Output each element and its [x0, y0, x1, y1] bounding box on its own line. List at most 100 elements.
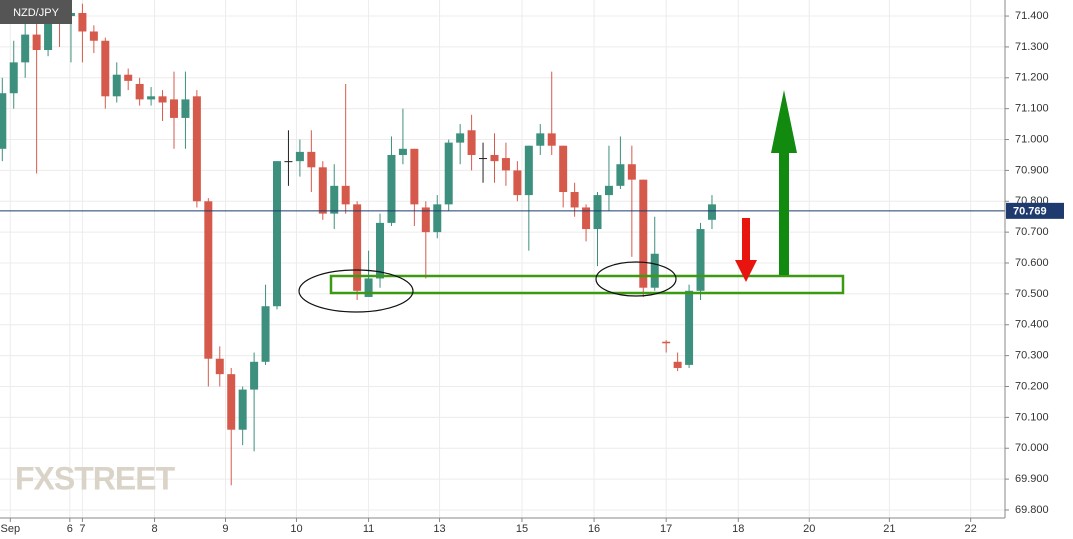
candle-body	[479, 158, 488, 160]
candle-body	[318, 167, 327, 214]
candle-body	[295, 151, 304, 162]
x-tick-label: 6	[67, 523, 73, 535]
candle-body	[456, 133, 465, 143]
candle-body	[582, 207, 591, 230]
candle-body	[433, 204, 442, 233]
y-tick-label: 70.400	[1015, 319, 1049, 331]
candle-body	[227, 374, 236, 430]
x-tick-label: 11	[363, 523, 374, 535]
candle-body	[181, 99, 190, 118]
highlight-ellipse	[595, 261, 677, 297]
candle-body	[536, 133, 545, 146]
x-tick-label: 7	[79, 523, 85, 535]
candle-body	[524, 145, 533, 196]
candle-body	[169, 99, 178, 118]
x-tick-label: 15	[516, 523, 528, 535]
down-arrow	[735, 218, 757, 282]
candle-body	[284, 161, 293, 163]
candle-body	[467, 130, 476, 155]
candle-body	[513, 170, 522, 196]
y-tick-label: 69.900	[1015, 473, 1049, 485]
candle-body	[364, 278, 373, 297]
candle-body	[627, 164, 636, 180]
x-tick-label: 17	[660, 523, 672, 535]
y-tick-label: 71.300	[1015, 41, 1049, 53]
y-tick-label: 70.500	[1015, 288, 1049, 300]
candle-body	[330, 185, 339, 214]
x-tick-label: 20	[803, 523, 815, 535]
candle-body	[559, 145, 568, 193]
y-tick-label: 70.900	[1015, 164, 1049, 176]
y-tick-label: 71.100	[1015, 103, 1049, 115]
candle-body	[44, 9, 53, 51]
candle-body	[547, 133, 556, 146]
candle-body	[124, 74, 133, 81]
y-tick-label: 71.200	[1015, 72, 1049, 84]
current-price-label: 70.769	[1013, 206, 1047, 218]
x-tick-label: 10	[290, 523, 302, 535]
support-zone	[329, 274, 845, 295]
candle-body	[101, 40, 110, 97]
candle-body	[158, 96, 167, 103]
candle-body	[89, 31, 98, 41]
candle-body	[570, 192, 579, 208]
axis-labels: 69.800 69.900 70.000 70.100 70.200 70.300 70.4…	[1, 10, 1064, 535]
symbol-badge	[0, 0, 72, 24]
y-tick-label: 70.600	[1015, 257, 1049, 269]
candle-body	[639, 179, 648, 288]
candle-body	[341, 185, 350, 205]
candle-body	[250, 361, 259, 390]
y-tick-label: 70.700	[1015, 226, 1049, 238]
candle-body	[490, 154, 499, 162]
candle-body	[32, 34, 41, 51]
x-tick-label: Sep	[1, 523, 21, 535]
y-tick-label: 70.100	[1015, 411, 1049, 423]
candle-body	[215, 358, 224, 375]
candle-body	[307, 151, 316, 168]
y-tick-label: 71.400	[1015, 10, 1049, 22]
candles	[0, 0, 1005, 486]
candle-body	[21, 34, 30, 63]
x-tick-label: 21	[883, 523, 895, 535]
grid	[0, 0, 1005, 518]
candle-body	[696, 229, 705, 291]
candle-body	[192, 96, 201, 202]
candle-body	[421, 207, 430, 233]
x-tick-label: 16	[588, 523, 600, 535]
candle-body	[398, 148, 407, 155]
candle-body	[353, 204, 362, 291]
candle-body	[662, 341, 671, 344]
candle-body	[204, 201, 213, 359]
candle-body	[685, 290, 694, 365]
candle-body	[135, 83, 144, 100]
candle-body	[376, 222, 385, 279]
candle-body	[273, 161, 282, 307]
candle-body	[593, 195, 602, 230]
candle-body	[650, 253, 659, 288]
candle-body	[9, 62, 18, 94]
candle-body	[78, 12, 87, 32]
x-tick-label: 22	[965, 523, 977, 535]
symbol-label: NZD/JPY	[13, 7, 60, 19]
candle-body	[0, 93, 7, 149]
candle-body	[261, 306, 270, 362]
candle-body	[387, 154, 396, 223]
x-tick-label: 9	[222, 523, 228, 535]
candle-body	[707, 204, 716, 220]
candle-body	[604, 185, 613, 196]
candle-body	[501, 158, 510, 171]
candle-body	[616, 164, 625, 186]
y-tick-label: 70.000	[1015, 442, 1049, 454]
highlight-ellipse	[298, 269, 414, 313]
watermark: FXSTREET	[15, 460, 176, 496]
candle-body	[410, 148, 419, 205]
x-tick-label: 8	[151, 523, 157, 535]
y-tick-label: 70.200	[1015, 380, 1049, 392]
x-tick-label: 13	[433, 523, 445, 535]
candle-body	[673, 361, 682, 368]
y-tick-label: 71.000	[1015, 133, 1049, 145]
candle-body	[444, 142, 453, 205]
y-tick-label: 69.800	[1015, 504, 1049, 516]
